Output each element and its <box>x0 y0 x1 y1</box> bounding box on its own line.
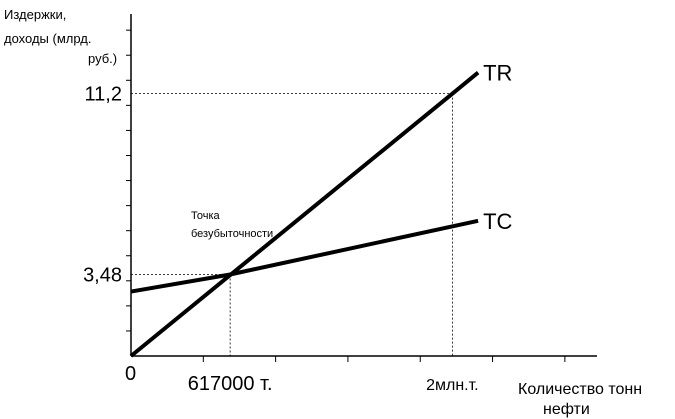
origin-label: 0 <box>125 363 136 385</box>
y-axis-title-line-2: доходы (млрд. <box>4 31 92 46</box>
axis-ticks: 617000 т. 2млн.т. 3,48 11,2 <box>83 29 566 395</box>
reference-lines <box>131 93 453 356</box>
break-even-label-line-2: безубыточности <box>191 228 273 240</box>
series-label-tc: TC <box>483 209 512 234</box>
y-tick-label-2: 11,2 <box>85 84 122 106</box>
axes <box>130 14 597 357</box>
series-lines: TR TC <box>129 61 513 358</box>
break-even-label-line-1: Точка <box>191 210 221 222</box>
series-line-tr <box>129 71 480 358</box>
y-axis-title-line-1: Издержки, <box>4 7 66 22</box>
series-line-tc <box>130 218 479 294</box>
y-tick-label-1: 3,48 <box>83 264 122 286</box>
x-axis-title-line-1: Количество тонн <box>518 381 642 398</box>
x-axis-title-line-2: нефти <box>543 401 590 418</box>
y-axis-title-line-3: руб.) <box>88 51 117 66</box>
series-label-tr: TR <box>483 61 512 86</box>
x-tick-label-2: 2млн.т. <box>426 377 479 394</box>
x-tick-label-1: 617000 т. <box>188 373 273 395</box>
